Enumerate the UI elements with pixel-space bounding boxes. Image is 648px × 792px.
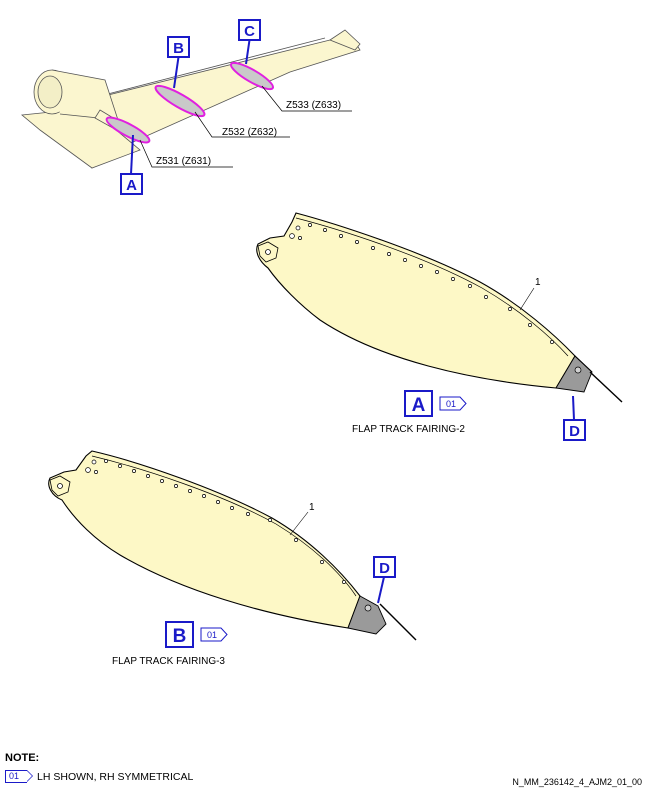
fairing-highlights xyxy=(105,61,274,144)
zone-z532-label: Z532 (Z632) xyxy=(222,127,277,138)
fairing-2-drawing xyxy=(256,212,623,403)
view-b-tag: 01 xyxy=(207,630,217,640)
highlight-fairing-2 xyxy=(105,116,151,144)
view-a-letter: A xyxy=(412,395,426,416)
view-a-title: A 01 xyxy=(404,390,467,417)
view-b-title: B 01 xyxy=(165,621,228,648)
note-row: 01 LH SHOWN, RH SYMMETRICAL xyxy=(5,770,193,783)
drawing-reference: N_MM_236142_4_AJM2_01_00 xyxy=(512,777,642,787)
callout-a[interactable]: A xyxy=(120,134,143,195)
callout-d-fairing-2[interactable]: D xyxy=(563,395,586,441)
view-b-letter: B xyxy=(173,626,187,647)
view-a-tag: 01 xyxy=(446,399,456,409)
callout-d-fairing-2-label: D xyxy=(569,423,580,440)
fairing-3-item-number: 1 xyxy=(309,502,315,513)
wing-overview xyxy=(21,29,361,169)
highlight-fairing-3 xyxy=(154,84,206,118)
note-text: LH SHOWN, RH SYMMETRICAL xyxy=(37,770,194,783)
callout-b-label: B xyxy=(173,40,184,57)
zone-labels xyxy=(139,85,352,168)
callout-b[interactable]: B xyxy=(167,36,190,89)
highlight-fairing-4 xyxy=(230,61,274,91)
callout-d-fairing-3[interactable]: D xyxy=(373,556,396,604)
zone-z531-label: Z531 (Z631) xyxy=(156,156,211,167)
callout-a-label: A xyxy=(126,177,137,194)
zone-z533-label: Z533 (Z633) xyxy=(286,100,341,111)
callout-d-fairing-3-label: D xyxy=(379,560,390,577)
view-a-caption: FLAP TRACK FAIRING-2 xyxy=(352,424,465,435)
note-heading: NOTE: xyxy=(5,752,40,764)
fairing-3-drawing xyxy=(48,450,417,641)
fairing-2-item-number: 1 xyxy=(535,277,541,288)
callout-c-label: C xyxy=(244,23,255,40)
callout-c[interactable]: C xyxy=(238,19,261,65)
note-tag: 01 xyxy=(5,770,34,783)
view-b-caption: FLAP TRACK FAIRING-3 xyxy=(112,656,225,667)
